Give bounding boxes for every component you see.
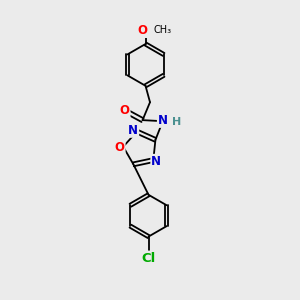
- Text: H: H: [172, 117, 182, 127]
- Text: CH₃: CH₃: [154, 25, 172, 35]
- Text: N: N: [151, 155, 161, 168]
- Text: O: O: [137, 24, 147, 37]
- Text: O: O: [120, 104, 130, 117]
- Text: N: N: [158, 114, 168, 127]
- Text: O: O: [115, 141, 124, 154]
- Text: N: N: [128, 124, 138, 137]
- Text: Cl: Cl: [141, 252, 156, 265]
